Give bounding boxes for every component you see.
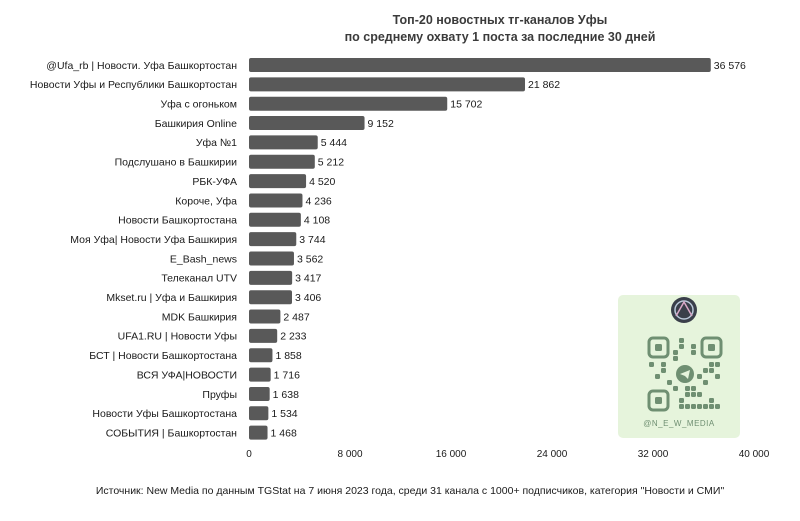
category-label: Новости Уфы Башкортостана: [92, 408, 237, 420]
data-label: 21 862: [528, 79, 560, 91]
data-label: 1 858: [275, 350, 301, 362]
data-label: 9 152: [368, 118, 394, 130]
x-tick-label: 0: [246, 449, 252, 460]
category-label: Новости Уфы и Республики Башкортостан: [30, 79, 237, 91]
bar: [249, 386, 270, 401]
data-label: 1 638: [273, 389, 299, 401]
qr-badge[interactable]: @N_E_W_MEDIA: [618, 295, 740, 438]
bar: [249, 193, 303, 208]
category-label: MDK Башкирия: [162, 311, 237, 323]
bar: [249, 406, 269, 421]
category-label: Моя Уфа| Новости Уфа Башкирия: [70, 234, 237, 246]
data-label: 4 236: [305, 195, 331, 207]
value-labels: 36 576 21 862 15 702 9 152 5 444 5 212 4 520 4 …: [271, 60, 747, 440]
bars: [249, 58, 711, 440]
bar: [249, 96, 448, 111]
x-axis: 0 8 000 16 000 24 000 32 000 40 000: [246, 449, 770, 460]
data-label: 3 406: [295, 292, 321, 304]
category-label: Подслушано в Башкирии: [115, 157, 238, 169]
data-label: 3 744: [299, 234, 325, 246]
category-label: СОБЫТИЯ | Башкортостан: [106, 427, 237, 439]
category-label: РБК-УФА: [192, 176, 237, 188]
data-label: 3 417: [295, 273, 321, 285]
category-label: Уфа с огоньком: [160, 99, 237, 111]
chart-title-line: Топ-20 новостных тг-каналов Уфы: [393, 13, 608, 27]
bar: [249, 58, 711, 72]
category-label: Пруфы: [202, 389, 237, 401]
telegram-icon: [676, 365, 694, 383]
data-label: 1 468: [271, 427, 297, 439]
category-label: БСТ | Новости Башкортостана: [89, 350, 237, 362]
x-tick-label: 32 000: [638, 449, 669, 460]
category-label: Новости Башкортостана: [118, 215, 237, 227]
qr-handle-label: @N_E_W_MEDIA: [643, 419, 715, 428]
category-label: UFA1.RU | Новости Уфы: [118, 331, 237, 343]
bar: [249, 135, 318, 150]
bar: [249, 116, 365, 131]
source-note: Источник: New Media по данным TGStat на …: [96, 485, 725, 497]
data-label: 2 487: [283, 311, 309, 323]
category-label: Уфа №1: [196, 137, 237, 149]
category-label: ВСЯ УФА|НОВОСТИ: [137, 369, 237, 381]
bar: [249, 212, 301, 227]
data-label: 4 108: [304, 215, 330, 227]
bar: [249, 154, 315, 169]
category-label: Mkset.ru | Уфа и Башкирия: [106, 292, 237, 304]
category-label: Короче, Уфа: [175, 195, 237, 207]
bar: [249, 77, 526, 92]
qr-code-icon: [647, 336, 723, 412]
bar: [249, 232, 297, 247]
bar: [249, 309, 281, 324]
x-tick-label: 24 000: [537, 449, 568, 460]
data-label: 4 520: [309, 176, 335, 188]
bar: [249, 290, 293, 305]
data-label: 1 716: [274, 369, 300, 381]
data-label: 5 444: [321, 137, 347, 149]
data-label: 2 233: [280, 331, 306, 343]
bar: [249, 425, 268, 440]
bar: [249, 251, 294, 266]
x-tick-label: 16 000: [436, 449, 467, 460]
data-label: 36 576: [714, 60, 746, 72]
data-label: 15 702: [450, 99, 482, 111]
x-tick-label: 8 000: [337, 449, 362, 460]
chart-title: Топ-20 новостных тг-каналов Уфы по средне…: [345, 13, 656, 44]
bar: [249, 174, 307, 189]
bar: [249, 348, 273, 363]
bar: [249, 270, 293, 285]
category-label: @Ufa_rb | Новости. Уфа Башкортостан: [46, 60, 237, 72]
category-label: Башкирия Online: [155, 118, 237, 130]
new-media-logo-icon: [671, 297, 697, 323]
category-label: Телеканал UTV: [161, 273, 237, 285]
data-label: 5 212: [318, 157, 344, 169]
category-label: E_Bash_news: [170, 253, 237, 265]
data-label: 1 534: [271, 408, 297, 420]
chart-title-line: по среднему охвату 1 поста за последние …: [345, 30, 656, 44]
bar: [249, 328, 278, 343]
bar: [249, 367, 271, 382]
data-label: 3 562: [297, 253, 323, 265]
category-labels: @Ufa_rb | Новости. Уфа Башкортостан Новос…: [30, 60, 237, 440]
x-tick-label: 40 000: [739, 449, 770, 460]
